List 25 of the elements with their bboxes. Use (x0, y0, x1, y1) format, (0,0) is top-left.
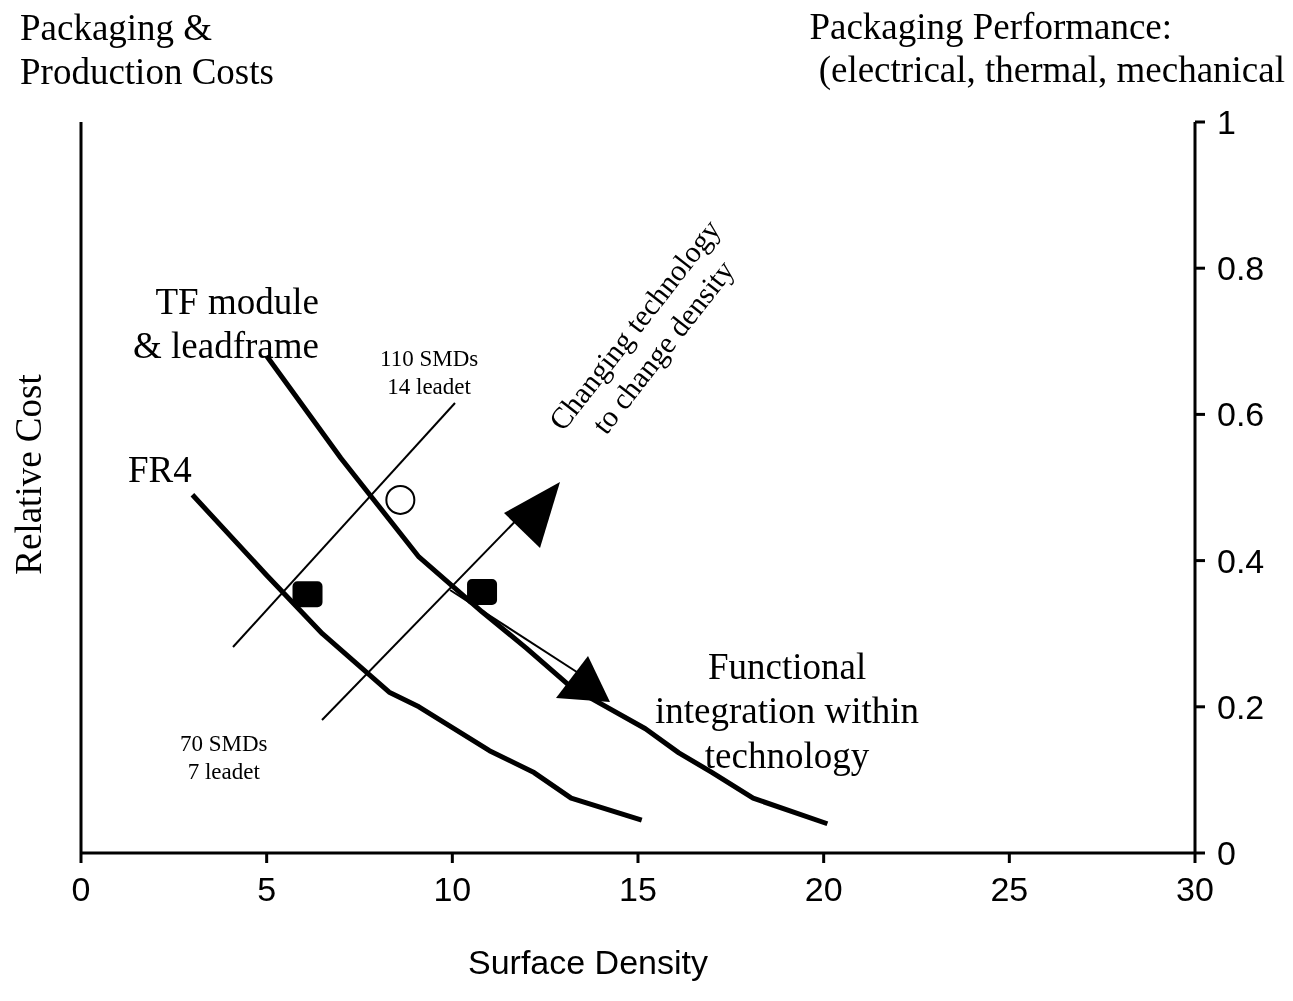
y2-tick-label: 1 (1217, 103, 1236, 142)
y2-tick-label: 0.4 (1217, 541, 1265, 580)
series-label: TF module & leadframe (133, 280, 319, 369)
x-tick-label: 15 (619, 870, 657, 909)
annotation: 110 SMDs 14 leadet (380, 345, 479, 401)
annotation: Functional integration within technology (655, 645, 920, 778)
x-tick-label: 30 (1176, 870, 1214, 909)
point (385, 484, 416, 515)
x-tick-label: 0 (71, 870, 91, 909)
y2-tick-label: 0.6 (1217, 395, 1265, 434)
y2-tick-label: 0 (1217, 834, 1236, 873)
point (467, 579, 498, 606)
y2-tick-label: 0.8 (1217, 249, 1265, 288)
text: Packaging & Production Costs (20, 6, 274, 95)
x-tick-label: 25 (990, 870, 1029, 909)
y2-axis-title: Packaging Performance: (electrical, thermal, mechanical (809, 6, 1285, 92)
x-axis-title: Surface Density (467, 943, 709, 982)
point (292, 581, 323, 608)
x-tick-label: 20 (804, 870, 843, 909)
annotation: 70 SMDs 7 leadet (180, 730, 268, 786)
x-tick-label: 10 (433, 870, 472, 909)
series-label: FR4 (128, 448, 192, 492)
y2-tick-label: 0.2 (1217, 687, 1265, 726)
x-tick-label: 5 (257, 870, 277, 909)
y-axis-title: Relative Cost (6, 373, 50, 577)
